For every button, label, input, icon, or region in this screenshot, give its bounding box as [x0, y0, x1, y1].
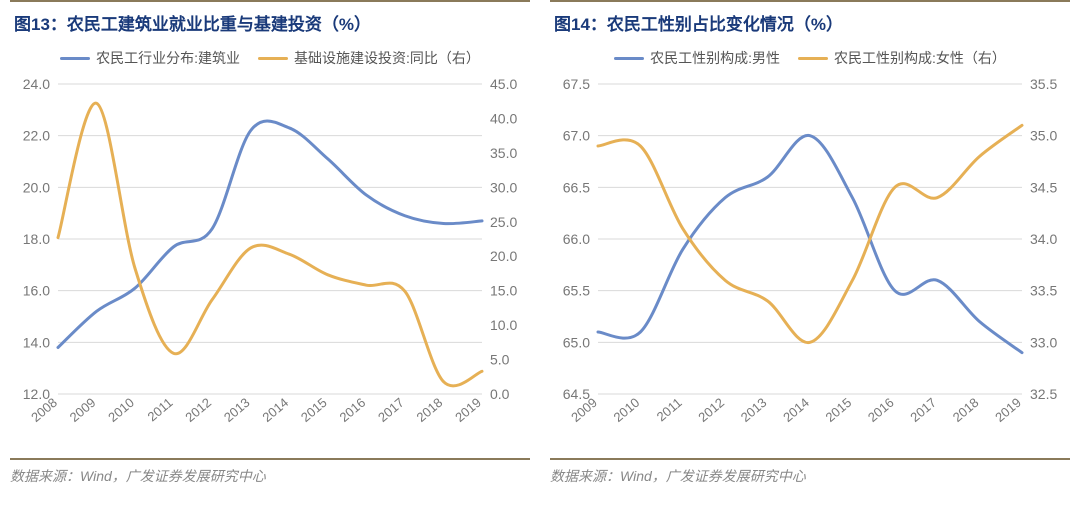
svg-text:2014: 2014	[259, 395, 291, 425]
legend-swatch	[60, 57, 90, 60]
svg-text:2009: 2009	[67, 395, 99, 425]
svg-text:30.0: 30.0	[490, 179, 517, 195]
left-title-bar: 图13：农民工建筑业就业比重与基建投资（%）	[10, 0, 530, 44]
svg-text:2016: 2016	[865, 395, 897, 425]
svg-text:2011: 2011	[144, 395, 175, 424]
svg-text:67.5: 67.5	[563, 76, 590, 92]
svg-text:65.0: 65.0	[563, 334, 590, 350]
svg-text:2012: 2012	[182, 395, 214, 425]
svg-text:65.5: 65.5	[563, 283, 590, 299]
legend-item: 农民工行业分布:建筑业	[60, 48, 240, 68]
svg-text:25.0: 25.0	[490, 214, 517, 230]
right-source: 数据来源：Wind，广发证券发展研究中心	[550, 468, 806, 484]
left-panel: 图13：农民工建筑业就业比重与基建投资（%） 农民工行业分布:建筑业 基础设施建设…	[0, 0, 540, 522]
svg-text:20.0: 20.0	[490, 248, 517, 264]
svg-text:2016: 2016	[336, 395, 368, 425]
svg-text:2019: 2019	[992, 395, 1024, 425]
svg-text:20.0: 20.0	[23, 179, 50, 195]
right-footer: 数据来源：Wind，广发证券发展研究中心	[550, 458, 1070, 486]
svg-text:35.5: 35.5	[1030, 76, 1057, 92]
left-plot: 12.014.016.018.020.022.024.00.05.010.015…	[10, 74, 530, 454]
legend-label: 农民工性别构成:女性（右）	[834, 48, 1006, 68]
right-panel: 图14：农民工性别占比变化情况（%） 农民工性别构成:男性 农民工性别构成:女性（…	[540, 0, 1080, 522]
svg-text:2019: 2019	[452, 395, 484, 425]
left-footer: 数据来源：Wind，广发证券发展研究中心	[10, 458, 530, 486]
svg-text:18.0: 18.0	[23, 231, 50, 247]
right-plot: 64.565.065.566.066.567.067.532.533.033.5…	[550, 74, 1070, 454]
svg-text:15.0: 15.0	[490, 283, 517, 299]
svg-text:2010: 2010	[105, 395, 137, 425]
svg-text:5.0: 5.0	[490, 352, 510, 368]
svg-text:2015: 2015	[823, 395, 855, 425]
svg-text:0.0: 0.0	[490, 386, 510, 402]
legend-label: 农民工行业分布:建筑业	[96, 48, 240, 68]
svg-text:2018: 2018	[414, 395, 446, 425]
svg-text:34.5: 34.5	[1030, 179, 1057, 195]
legend-swatch	[614, 57, 644, 60]
svg-text:35.0: 35.0	[1030, 128, 1057, 144]
svg-text:40.0: 40.0	[490, 110, 517, 126]
left-legend: 农民工行业分布:建筑业 基础设施建设投资:同比（右）	[10, 44, 530, 74]
svg-text:14.0: 14.0	[23, 334, 50, 350]
legend-label: 农民工性别构成:男性	[650, 48, 780, 68]
svg-text:2017: 2017	[375, 395, 407, 425]
svg-text:2010: 2010	[611, 395, 643, 425]
svg-text:66.0: 66.0	[563, 231, 590, 247]
left-source: 数据来源：Wind，广发证券发展研究中心	[10, 468, 266, 484]
legend-swatch	[798, 57, 828, 60]
svg-text:2015: 2015	[298, 395, 330, 425]
svg-text:2011: 2011	[654, 395, 685, 424]
svg-text:33.5: 33.5	[1030, 283, 1057, 299]
legend-item: 农民工性别构成:女性（右）	[798, 48, 1006, 68]
svg-text:34.0: 34.0	[1030, 231, 1057, 247]
svg-text:2018: 2018	[950, 395, 982, 425]
svg-text:10.0: 10.0	[490, 317, 517, 333]
svg-text:22.0: 22.0	[23, 128, 50, 144]
legend-swatch	[258, 57, 288, 60]
svg-text:35.0: 35.0	[490, 145, 517, 161]
legend-item: 农民工性别构成:男性	[614, 48, 780, 68]
svg-text:16.0: 16.0	[23, 283, 50, 299]
svg-text:45.0: 45.0	[490, 76, 517, 92]
svg-text:2012: 2012	[695, 395, 727, 425]
svg-text:33.0: 33.0	[1030, 334, 1057, 350]
svg-text:2017: 2017	[907, 395, 939, 425]
right-title: 图14：农民工性别占比变化情况（%）	[554, 15, 843, 34]
svg-text:66.5: 66.5	[563, 179, 590, 195]
svg-text:67.0: 67.0	[563, 128, 590, 144]
svg-text:24.0: 24.0	[23, 76, 50, 92]
svg-text:2013: 2013	[738, 395, 770, 425]
legend-label: 基础设施建设投资:同比（右）	[294, 48, 480, 68]
legend-item: 基础设施建设投资:同比（右）	[258, 48, 480, 68]
svg-text:2014: 2014	[780, 395, 812, 425]
right-legend: 农民工性别构成:男性 农民工性别构成:女性（右）	[550, 44, 1070, 74]
svg-text:2013: 2013	[221, 395, 253, 425]
svg-text:32.5: 32.5	[1030, 386, 1057, 402]
left-title: 图13：农民工建筑业就业比重与基建投资（%）	[14, 15, 371, 34]
right-title-bar: 图14：农民工性别占比变化情况（%）	[550, 0, 1070, 44]
